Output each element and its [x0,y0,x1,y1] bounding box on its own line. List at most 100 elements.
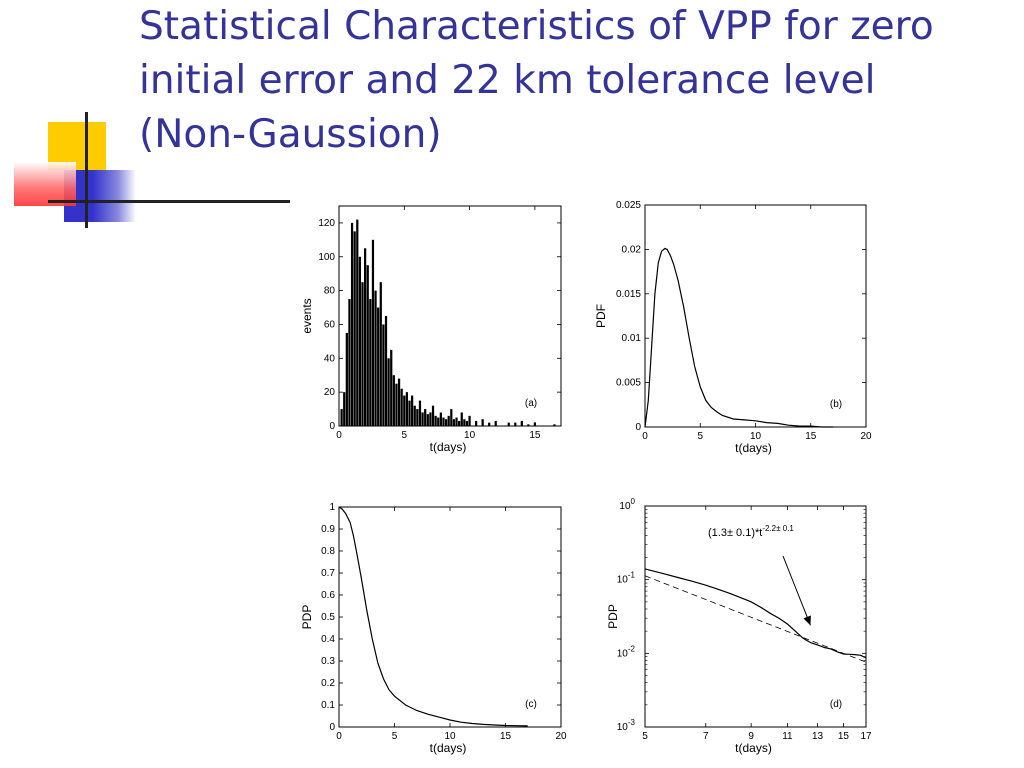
panel-label: (a) [525,398,537,409]
y-tick-label: 0 [329,421,335,432]
histogram-bar [434,415,437,426]
histogram-bar [366,265,369,426]
histogram-bar [553,424,556,426]
histogram-bar [356,219,359,426]
histogram-bar [374,290,377,426]
histogram-bar [416,409,419,426]
y-tick-exponent: -2 [628,644,636,653]
y-tick-label: 0.7 [321,568,335,579]
histogram-bar [350,222,354,426]
x-tick-label: 13 [812,731,824,742]
panel-label: (b) [830,399,842,410]
x-axis-label: t(days) [430,741,467,755]
plot-frame-a [338,205,562,427]
plot-frame-c [338,506,562,728]
histogram-bar [408,400,411,426]
y-tick-label: 10-1 [617,571,636,586]
panel-a: 0 5 10 15 0 20 40 60 80 100 120 t(days) events (a) [300,205,562,454]
histogram-bar [361,282,364,426]
y-axis-label: events [300,298,314,333]
y-tick-label: 0.005 [616,378,641,389]
histogram-bar [418,400,422,426]
histogram-bar [343,392,346,426]
x-tick-label: 10 [444,731,456,742]
histogram-bar [442,417,445,426]
y-tick-exponent: 0 [631,497,636,506]
histogram-bar [353,231,356,426]
histogram-bar [437,417,440,426]
histogram-bar [345,332,348,426]
y-tick-label: 0.3 [321,656,335,667]
histogram-bar [348,299,351,426]
annotation-arrow-shaft [782,555,811,626]
title-line-3: (Non-Gaussion) [139,112,442,157]
panel-c: 0 5 10 15 20 0 0.1 0.2 0.3 0.4 0.5 0.6 0.7 0.8 0.9 1 t(d… [300,502,567,755]
histogram-bar [447,415,450,426]
histogram-bar [377,307,380,426]
y-tick-label: 0.1 [321,700,335,711]
histogram-bar [340,409,343,426]
panel-d: 5 7 9 11 13 15 1710-310-210-1100t(days)PDP(d)(… [606,497,872,755]
y-tick-base: 10 [617,648,629,659]
histogram-bar [421,412,424,426]
fit-annotation-exponent: -2.2± 0.1 [762,524,794,533]
y-tick-label: 0.4 [321,634,335,645]
y-tick-label: 10-3 [617,718,636,733]
y-tick-label: 0.02 [622,244,642,255]
x-tick-label: 20 [555,731,567,742]
histogram-bar [514,422,517,426]
histogram-bar [358,256,362,426]
histogram-bar [379,282,382,426]
histogram-bar [426,414,429,426]
histogram-bar [507,422,510,426]
title-line-1: Statistical Characteristics of VPP for z… [139,4,934,49]
x-tick-label: 5 [642,731,648,742]
x-tick-label: 9 [748,731,754,742]
histogram-bar [424,409,427,426]
decor-blue-square [64,170,136,222]
decor-vertical-line [85,112,88,228]
histogram-bar [429,412,432,426]
y-tick-label: 120 [318,218,335,229]
y-tick-label: 0.2 [321,678,335,689]
x-tick-label: 17 [860,731,872,742]
histogram-bar [431,405,435,426]
histogram-bar [468,415,471,426]
decor-red-square [14,162,76,206]
x-axis-label: t(days) [735,741,772,755]
y-axis-label: PDF [594,304,608,328]
data-line [644,247,833,428]
y-tick-label: 0.9 [321,524,335,535]
x-tick-label: 15 [838,731,850,742]
y-tick-label: 0.015 [616,289,641,300]
decor-horizontal-line [48,200,290,203]
histogram-bar [475,420,478,426]
histogram-bar [481,419,484,426]
histogram-bar [397,378,401,426]
histogram-bar [382,324,385,426]
x-tick-label: 0 [336,430,342,441]
panel-label: (d) [830,699,842,710]
histogram-bar [463,419,466,426]
y-tick-label: 100 [318,252,335,263]
y-tick-base: 10 [619,501,631,512]
x-axis-label: t(days) [735,441,772,455]
x-tick-label: 5 [697,431,703,442]
fit-line-dashed [644,575,867,663]
x-tick-label: 5 [402,430,408,441]
histogram-bar [395,383,398,426]
data-line [644,568,867,659]
histogram-bar [387,358,390,426]
y-tick-label: 0 [635,422,641,433]
y-tick-base: 10 [617,575,629,586]
y-tick-exponent: -3 [628,718,636,727]
y-tick-label: 10-2 [617,644,636,659]
y-tick-label: 0.5 [321,612,335,623]
x-tick-label: 15 [805,431,817,442]
histogram-bar [411,395,414,426]
x-tick-label: 20 [860,431,872,442]
y-tick-label: 60 [324,319,336,330]
histogram-bar [527,424,530,426]
x-tick-label: 10 [464,430,476,441]
histogram-bar [364,248,367,426]
